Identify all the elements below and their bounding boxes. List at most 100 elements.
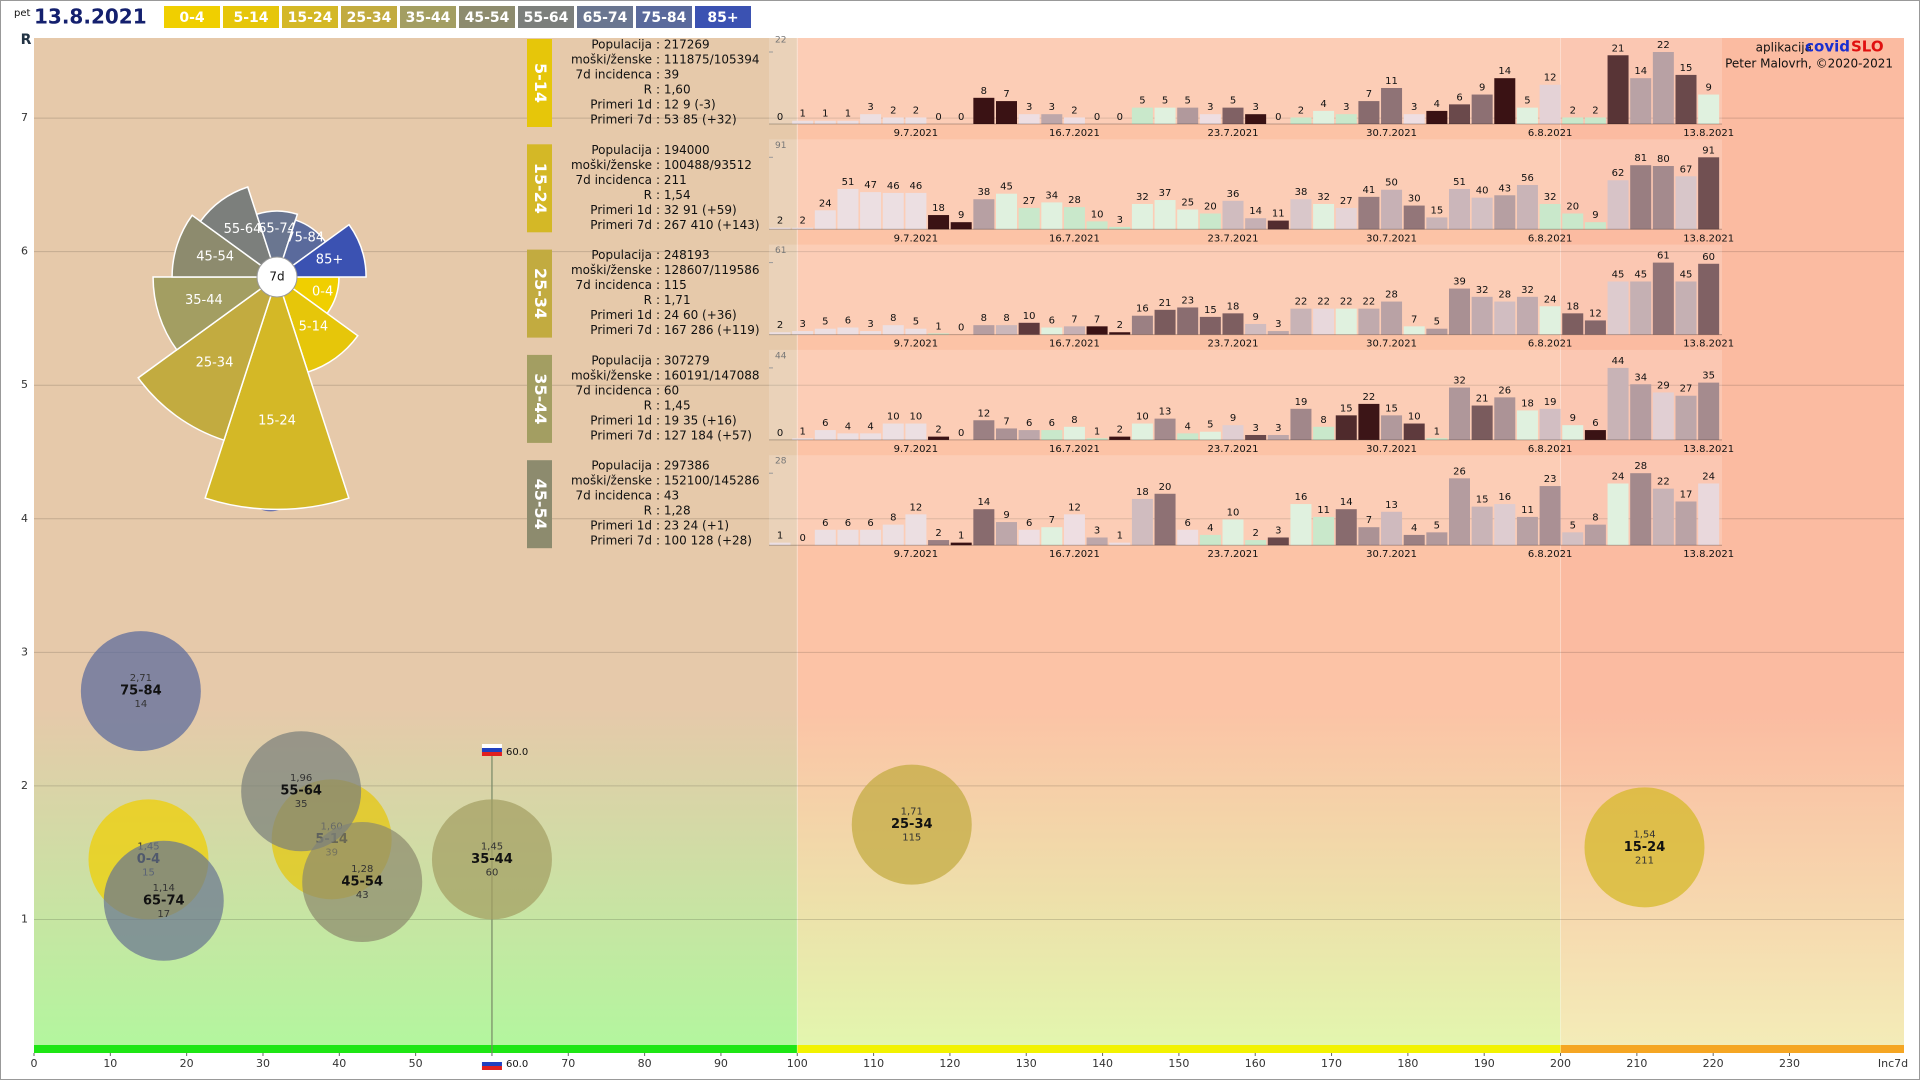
bar [1041, 527, 1063, 546]
national-axis-label: 60.0 [506, 1059, 528, 1070]
bar-value-label: 0 [958, 112, 964, 123]
bar-value-label: 5 [1434, 317, 1440, 328]
bar-value-label: 32 [1453, 376, 1466, 387]
bar-value-label: 2 [935, 425, 941, 436]
x-tick-label: 120 [939, 1057, 960, 1070]
bar [792, 120, 814, 124]
bar-value-label: 44 [1612, 356, 1625, 367]
bar [1086, 326, 1108, 335]
bar-value-label: 4 [867, 421, 873, 432]
bar-value-label: 8 [1320, 415, 1326, 426]
bar [1313, 110, 1335, 124]
bar-value-label: 0 [958, 428, 964, 439]
bar [837, 188, 859, 230]
bar-value-label: 7 [1049, 515, 1055, 526]
bar-value-label: 5 [1524, 96, 1530, 107]
bar-value-label: 15 [1385, 403, 1398, 414]
bar-value-label: 32 [1544, 192, 1557, 203]
zone-strip [797, 1045, 1561, 1053]
bar-value-label: 3 [1252, 423, 1258, 434]
x-tick-label: 16.7.2021 [1049, 339, 1100, 350]
bar-value-label: 3 [1275, 319, 1281, 330]
bar [1449, 104, 1470, 124]
legend-swatch [695, 6, 751, 28]
bar-value-label: 23 [1181, 295, 1194, 306]
bar [1154, 200, 1176, 230]
bubble [103, 840, 224, 961]
legend-label: 35-44 [406, 10, 451, 26]
bar [814, 529, 836, 546]
bar-value-label: 26 [1498, 385, 1511, 396]
bar-value-label: 12 [1068, 502, 1081, 513]
bar [792, 227, 814, 230]
bar [1290, 408, 1312, 440]
bar [1290, 199, 1312, 230]
bar [996, 428, 1017, 440]
bar [1630, 165, 1652, 230]
stat-value: : 1,60 [656, 83, 691, 97]
stat-value: : 248193 [656, 248, 710, 262]
x-tick-label: 13.8.2021 [1683, 128, 1734, 139]
bar [1449, 288, 1470, 335]
bar [1516, 516, 1538, 546]
bar [1177, 433, 1199, 440]
bubble-r-label: 1,45 [481, 841, 503, 852]
bar [1471, 296, 1493, 335]
bar-value-label: 7 [1003, 89, 1009, 100]
bar-value-label: 11 [1521, 505, 1534, 516]
bubble [431, 799, 552, 920]
bar [1471, 506, 1493, 546]
bar-value-label: 0 [1117, 112, 1123, 123]
bar-value-label: 32 [1317, 192, 1330, 203]
bar-value-label: 7 [1366, 89, 1372, 100]
bar [1177, 209, 1199, 230]
bar-value-label: 18 [1521, 398, 1534, 409]
legend-swatch [164, 6, 220, 28]
bar [1154, 107, 1176, 124]
bar-value-label: 20 [1204, 201, 1217, 212]
bar [1267, 434, 1289, 440]
bar-value-label: 4 [1434, 99, 1440, 110]
bar [882, 117, 904, 124]
y-tick-label: 3 [21, 645, 28, 658]
y-tick-label: 22 [775, 36, 786, 46]
x-tick-label: 100 [787, 1057, 808, 1070]
bar-value-label: 43 [1498, 183, 1511, 194]
x-tick-label: 23.7.2021 [1208, 444, 1259, 455]
bar-value-label: 0 [1094, 112, 1100, 123]
bar [1063, 117, 1085, 124]
stat-label: 7d incidenca [576, 383, 653, 397]
bar [1494, 195, 1516, 230]
bubble-incidence: 35 [295, 799, 308, 810]
x-tick-label: 23.7.2021 [1208, 339, 1259, 350]
bar [860, 114, 882, 124]
bar-value-label: 14 [1498, 66, 1511, 77]
stat-value: : 128607/119586 [656, 263, 760, 277]
bar-value-label: 38 [1295, 187, 1308, 198]
rose-label: 5-14 [299, 320, 329, 335]
bar-value-label: 15 [1476, 495, 1489, 506]
bar [814, 210, 836, 230]
bar-value-label: 10 [1408, 412, 1421, 423]
bubble-incidence: 60 [486, 867, 499, 878]
bar [1245, 540, 1267, 546]
bar-value-label: 35 [1702, 371, 1715, 382]
bar-value-label: 27 [1340, 196, 1353, 207]
bar-value-label: 24 [1702, 471, 1715, 482]
stat-label: Populacija [591, 143, 652, 157]
bar-value-label: 5 [1434, 520, 1440, 531]
bar [1063, 207, 1085, 230]
x-tick-label: 140 [1092, 1057, 1113, 1070]
bar-value-label: 3 [1049, 102, 1055, 113]
bar-value-label: 1 [799, 109, 805, 120]
bar-value-label: 22 [1657, 477, 1670, 488]
bar-value-label: 6 [1049, 316, 1055, 327]
rose-sector [152, 276, 280, 351]
bar [882, 192, 904, 230]
panel-tag [527, 249, 552, 338]
bar [905, 514, 927, 546]
x-tick-label: 80 [638, 1057, 652, 1070]
bar [1222, 519, 1244, 546]
